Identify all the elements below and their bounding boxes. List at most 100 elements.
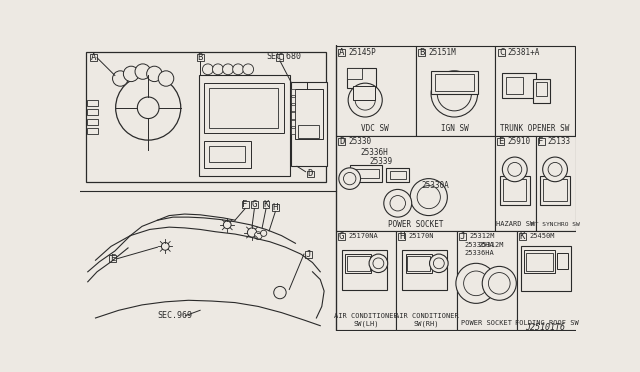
Text: SEC.680: SEC.680: [266, 52, 301, 61]
Bar: [90, 54, 97, 61]
Bar: [276, 54, 284, 61]
Text: HAZARD SW: HAZARD SW: [497, 221, 534, 227]
Circle shape: [243, 64, 253, 75]
Text: D: D: [339, 137, 344, 146]
Bar: [291, 112, 294, 119]
Bar: [291, 128, 294, 134]
Bar: [398, 233, 405, 240]
Text: SW(LH): SW(LH): [353, 320, 379, 327]
Bar: [209, 88, 278, 128]
Text: G: G: [339, 232, 344, 241]
Bar: [396, 231, 457, 330]
Text: C: C: [499, 48, 504, 57]
Bar: [503, 179, 527, 201]
Bar: [339, 49, 346, 56]
Text: 25133: 25133: [547, 137, 570, 146]
Bar: [500, 176, 529, 205]
Bar: [495, 46, 575, 135]
Circle shape: [223, 221, 231, 229]
Text: F: F: [538, 137, 544, 146]
Text: SEC.969: SEC.969: [157, 311, 193, 320]
Bar: [291, 89, 294, 96]
Bar: [390, 171, 406, 179]
Bar: [87, 119, 98, 125]
Bar: [459, 233, 465, 240]
Bar: [87, 109, 98, 115]
Circle shape: [254, 232, 262, 240]
Bar: [495, 135, 536, 231]
Bar: [272, 205, 279, 211]
Bar: [419, 49, 425, 56]
Text: A: A: [92, 53, 97, 62]
Bar: [403, 250, 447, 290]
Circle shape: [223, 64, 234, 75]
Circle shape: [390, 196, 406, 211]
Text: F: F: [243, 200, 248, 209]
Circle shape: [161, 243, 169, 250]
Circle shape: [135, 64, 150, 79]
Circle shape: [508, 163, 522, 176]
Bar: [353, 86, 374, 100]
Bar: [457, 231, 517, 330]
Bar: [86, 52, 326, 182]
Text: 25336HA: 25336HA: [465, 250, 494, 256]
Text: AIR CONDITIONER: AIR CONDITIONER: [334, 314, 398, 320]
Circle shape: [456, 263, 496, 303]
Bar: [407, 256, 430, 271]
Bar: [336, 135, 495, 231]
Circle shape: [147, 66, 162, 81]
Bar: [198, 76, 290, 176]
Text: TRUNK OPENER SW: TRUNK OPENER SW: [500, 124, 570, 133]
Circle shape: [373, 258, 384, 269]
Circle shape: [344, 173, 356, 185]
Bar: [87, 100, 98, 106]
Bar: [196, 54, 204, 61]
Bar: [498, 49, 505, 56]
Bar: [298, 125, 319, 138]
Bar: [557, 253, 568, 269]
Bar: [521, 246, 572, 291]
Bar: [519, 233, 526, 240]
Bar: [291, 81, 327, 166]
Circle shape: [502, 157, 527, 182]
Circle shape: [369, 254, 388, 273]
Text: J: J: [306, 250, 311, 259]
Bar: [497, 138, 504, 145]
Text: SW(RH): SW(RH): [413, 320, 439, 327]
Bar: [435, 74, 474, 91]
Circle shape: [355, 90, 375, 110]
Circle shape: [463, 271, 488, 296]
Bar: [431, 71, 477, 94]
Bar: [291, 97, 294, 103]
Circle shape: [124, 66, 139, 81]
Text: 25330A: 25330A: [421, 181, 449, 190]
Bar: [338, 233, 345, 240]
Text: J: J: [460, 232, 465, 241]
Circle shape: [158, 71, 174, 86]
Bar: [251, 201, 258, 208]
Text: E: E: [110, 254, 115, 263]
Text: B: B: [419, 48, 424, 57]
Circle shape: [248, 228, 257, 237]
Text: 25336H: 25336H: [360, 148, 388, 157]
Text: K: K: [263, 200, 269, 209]
Bar: [506, 77, 524, 94]
Bar: [406, 254, 432, 273]
Bar: [347, 256, 370, 271]
Text: 25145P: 25145P: [348, 48, 376, 57]
Circle shape: [410, 179, 447, 216]
Circle shape: [212, 64, 223, 75]
Text: H: H: [399, 232, 404, 241]
Bar: [294, 89, 323, 140]
Text: 25339: 25339: [370, 157, 393, 166]
Text: IGN SW: IGN SW: [441, 124, 469, 133]
Bar: [415, 46, 495, 135]
Bar: [517, 231, 577, 330]
Text: C: C: [277, 53, 283, 62]
Circle shape: [417, 186, 440, 209]
Bar: [87, 128, 98, 134]
Text: E: E: [498, 137, 504, 146]
Circle shape: [548, 163, 562, 176]
Text: G: G: [252, 200, 257, 209]
Text: AIR CONDITIONER: AIR CONDITIONER: [394, 314, 458, 320]
